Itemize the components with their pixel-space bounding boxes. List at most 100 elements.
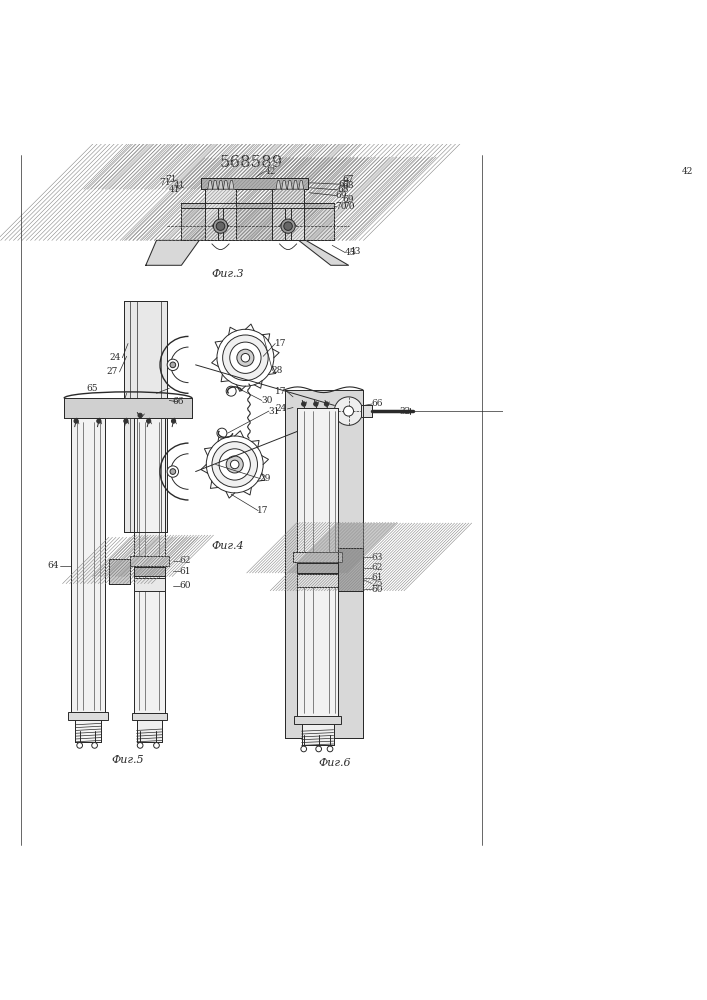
Bar bbox=[338, 548, 363, 591]
Polygon shape bbox=[218, 181, 223, 189]
Bar bbox=[134, 418, 165, 713]
Text: 41: 41 bbox=[168, 185, 180, 194]
Text: 70: 70 bbox=[343, 202, 354, 211]
Text: 69: 69 bbox=[336, 191, 347, 200]
Bar bbox=[298, 574, 338, 587]
Bar bbox=[109, 559, 130, 584]
Text: 568589: 568589 bbox=[219, 154, 283, 171]
Bar bbox=[205, 189, 236, 240]
Text: 31: 31 bbox=[268, 407, 279, 416]
Bar bbox=[132, 713, 167, 720]
Bar bbox=[109, 559, 130, 584]
Circle shape bbox=[153, 743, 159, 748]
Bar bbox=[298, 408, 338, 717]
Circle shape bbox=[302, 402, 306, 406]
Text: 62: 62 bbox=[371, 563, 382, 572]
Circle shape bbox=[230, 342, 261, 373]
Bar bbox=[272, 189, 305, 240]
Circle shape bbox=[223, 335, 268, 381]
Bar bbox=[293, 552, 342, 562]
Text: 68: 68 bbox=[337, 185, 349, 194]
Circle shape bbox=[325, 402, 329, 406]
Bar bbox=[182, 203, 334, 208]
Bar bbox=[205, 189, 236, 240]
Circle shape bbox=[344, 406, 354, 416]
Circle shape bbox=[77, 743, 83, 748]
Bar bbox=[124, 301, 167, 532]
Bar bbox=[298, 563, 338, 573]
Text: 63: 63 bbox=[371, 553, 382, 562]
Bar bbox=[272, 189, 305, 240]
Bar bbox=[201, 178, 308, 189]
Text: 60: 60 bbox=[179, 581, 191, 590]
Bar bbox=[134, 578, 165, 591]
Circle shape bbox=[217, 329, 274, 386]
Bar bbox=[71, 418, 105, 713]
Text: Фиг.3: Фиг.3 bbox=[211, 269, 244, 279]
Circle shape bbox=[212, 442, 257, 487]
Bar bbox=[298, 563, 338, 573]
Bar bbox=[130, 556, 168, 566]
Bar bbox=[76, 713, 101, 742]
Bar bbox=[182, 208, 334, 240]
Circle shape bbox=[230, 460, 239, 469]
Bar bbox=[64, 398, 192, 418]
Polygon shape bbox=[213, 181, 218, 189]
Bar bbox=[136, 720, 162, 742]
Polygon shape bbox=[293, 181, 298, 189]
Bar bbox=[201, 178, 308, 189]
Circle shape bbox=[284, 222, 292, 230]
Text: 24: 24 bbox=[275, 404, 286, 413]
Circle shape bbox=[74, 419, 78, 423]
Circle shape bbox=[316, 746, 322, 752]
Text: 65: 65 bbox=[87, 384, 98, 393]
Circle shape bbox=[206, 436, 263, 493]
Circle shape bbox=[334, 397, 363, 425]
Bar bbox=[76, 713, 101, 742]
Text: 70: 70 bbox=[336, 202, 347, 211]
Bar bbox=[134, 418, 165, 713]
Text: 64: 64 bbox=[47, 561, 59, 570]
Bar bbox=[134, 567, 165, 576]
Text: 61: 61 bbox=[371, 573, 382, 582]
Text: 42: 42 bbox=[682, 167, 694, 176]
Bar bbox=[295, 716, 341, 724]
Text: 24: 24 bbox=[110, 353, 121, 362]
Bar bbox=[69, 712, 108, 720]
Circle shape bbox=[124, 419, 128, 423]
Text: 66: 66 bbox=[371, 399, 382, 408]
Text: 62: 62 bbox=[180, 556, 191, 565]
Bar bbox=[136, 720, 162, 742]
Circle shape bbox=[237, 349, 254, 366]
Text: Фиг.4: Фиг.4 bbox=[211, 541, 244, 551]
Polygon shape bbox=[208, 181, 213, 189]
Text: 67: 67 bbox=[343, 175, 354, 184]
Polygon shape bbox=[223, 181, 228, 189]
Text: 28: 28 bbox=[271, 366, 283, 375]
Text: 17: 17 bbox=[257, 506, 269, 515]
Text: 25: 25 bbox=[371, 579, 382, 588]
Text: 68: 68 bbox=[343, 181, 354, 190]
Circle shape bbox=[214, 219, 228, 233]
Bar bbox=[109, 559, 130, 584]
Bar bbox=[134, 567, 165, 576]
Polygon shape bbox=[281, 181, 286, 189]
Bar bbox=[302, 717, 334, 745]
Circle shape bbox=[146, 419, 151, 423]
Polygon shape bbox=[299, 240, 349, 265]
Text: 29: 29 bbox=[259, 474, 271, 483]
Bar bbox=[298, 408, 338, 717]
Polygon shape bbox=[229, 181, 234, 189]
Text: 60: 60 bbox=[371, 585, 382, 594]
Bar bbox=[361, 405, 372, 417]
Circle shape bbox=[167, 466, 179, 477]
Text: 17: 17 bbox=[275, 387, 287, 396]
Circle shape bbox=[170, 469, 175, 474]
Polygon shape bbox=[276, 181, 281, 189]
Bar bbox=[298, 563, 338, 573]
Text: 43: 43 bbox=[350, 247, 361, 256]
Bar bbox=[302, 717, 334, 745]
Circle shape bbox=[137, 743, 143, 748]
Text: 61: 61 bbox=[179, 567, 191, 576]
Text: Фиг.6: Фиг.6 bbox=[318, 758, 351, 768]
